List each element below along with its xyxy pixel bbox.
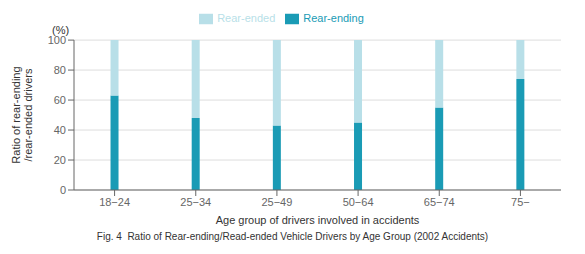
svg-text:60: 60: [54, 94, 66, 106]
svg-text:Age group of drivers involved: Age group of drivers involved in acciden…: [216, 214, 420, 226]
svg-text:0: 0: [60, 184, 66, 196]
svg-text:50−64: 50−64: [343, 196, 374, 208]
svg-text:Ratio of rear-ending/rear-ende: Ratio of rear-ending/rear-ended drivers: [10, 66, 34, 163]
svg-text:40: 40: [54, 124, 66, 136]
html-text:Rear-ending: Rear-ending: [303, 12, 364, 24]
html-text:Fig. 4 Ratio of Rear-ending/Re: Fig. 4 Ratio of Rear-ending/Read-ended V…: [96, 231, 489, 242]
svg-text:25−49: 25−49: [261, 196, 292, 208]
svg-text:75−: 75−: [511, 196, 530, 208]
svg-text:25−34: 25−34: [180, 196, 211, 208]
svg-text:20: 20: [54, 154, 66, 166]
svg-text:18−24: 18−24: [99, 196, 130, 208]
svg-text:100: 100: [48, 34, 66, 46]
svg-text:80: 80: [54, 64, 66, 76]
svg-text:65−74: 65−74: [424, 196, 455, 208]
html-text:Rear-ended: Rear-ended: [217, 12, 276, 24]
